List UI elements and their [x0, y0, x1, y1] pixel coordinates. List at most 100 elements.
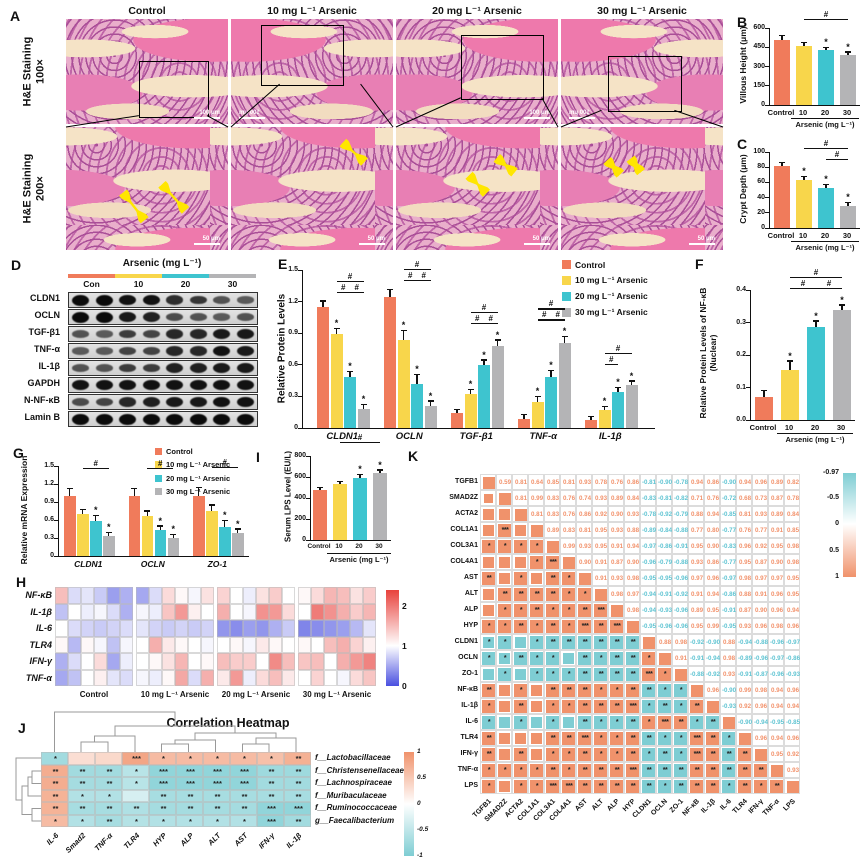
error-bar-cap: [521, 414, 527, 416]
corr-significance-star: ***: [159, 779, 168, 788]
matrix-significance-star: *: [679, 687, 683, 694]
matrix-corr-square: [514, 604, 527, 617]
matrix-cell: [496, 570, 512, 586]
significance-star: *: [846, 191, 850, 202]
error-bar-cap: [317, 486, 323, 488]
heatmap-cell: [136, 587, 149, 604]
bar: [206, 511, 218, 556]
matrix-corr-square: [577, 683, 592, 698]
corr-heatmap-cell: ***: [230, 764, 257, 777]
y-tick-mark: [54, 537, 58, 539]
heatmap-group-label: Control: [79, 690, 109, 699]
heatmap-cell: [107, 587, 120, 604]
heatmap-cell: [136, 653, 149, 670]
heatmap-cell: [68, 636, 81, 653]
matrix-corr-value: 0.84: [626, 495, 640, 502]
matrix-corr-square: [562, 572, 575, 585]
matrix-corr-square: [545, 587, 560, 602]
lane-label: Con: [83, 279, 100, 289]
matrix-corr-value: 0.86: [626, 479, 640, 486]
error-bar-cap: [561, 336, 568, 338]
matrix-corr-value: 0.94: [770, 735, 784, 742]
heatmap-cell: [188, 653, 201, 670]
matrix-cell: 0.77: [752, 522, 768, 538]
heatmap-cell: [201, 603, 214, 620]
matrix-corr-square: [625, 667, 640, 682]
bar: [90, 520, 102, 556]
matrix-corr-value: 0.92: [786, 751, 800, 758]
hash-bracket-label: #: [158, 458, 163, 468]
plot-area: * * #: [310, 433, 391, 541]
matrix-significance-star: *: [679, 703, 683, 710]
heatmap-cell: [162, 603, 175, 620]
matrix-corr-value: 0.98: [722, 655, 736, 662]
matrix-corr-value: 0.96: [754, 623, 768, 630]
corr-heatmap-cell: **: [257, 789, 284, 802]
y-tick-label: 60: [757, 178, 765, 186]
matrix-corr-square: [562, 652, 575, 665]
matrix-row-label: COL1A1: [450, 526, 478, 533]
protein-band: [72, 294, 89, 306]
matrix-cell: *: [528, 650, 544, 666]
matrix-cell: *: [576, 586, 592, 602]
hash-bracket-line: [340, 441, 380, 443]
matrix-cell: 0.95: [736, 554, 752, 570]
matrix-cell: **: [640, 730, 656, 746]
matrix-cell: 0.94: [688, 474, 704, 490]
matrix-corr-value: -0.96: [753, 655, 769, 662]
matrix-cell: 0.93: [720, 666, 736, 682]
matrix-significance-star: **: [518, 655, 524, 662]
matrix-cell: -0.96: [656, 618, 672, 634]
heatmap-cell: [350, 653, 363, 670]
protein-band: [95, 364, 113, 372]
blot-row-label: TNF-α: [33, 344, 60, 354]
matrix-cell: *: [480, 762, 496, 778]
matrix-cell: -0.94: [752, 714, 768, 730]
matrix-corr-square: [483, 525, 494, 536]
matrix-cell: 0.88: [688, 506, 704, 522]
heatmap-cell: [230, 587, 243, 604]
corr-significance-star: *: [135, 779, 138, 788]
matrix-corr-value: -0.85: [721, 511, 737, 518]
matrix-corr-square: [498, 748, 510, 760]
hash-bracket-label: #: [813, 267, 819, 277]
matrix-corr-square: [689, 699, 704, 714]
matrix-corr-value: 0.88: [722, 639, 736, 646]
matrix-corr-square: [530, 748, 543, 761]
matrix-corr-value: 0.78: [594, 479, 608, 486]
matrix-diagonal-square: [594, 588, 607, 601]
hash-bracket-label: #: [823, 139, 829, 149]
heatmap-cell: [217, 653, 230, 670]
villus-double-arrow: [490, 151, 520, 180]
matrix-corr-square: [498, 668, 511, 681]
heatmap-group-label: 30 mg L⁻¹ Arsenic: [302, 690, 372, 699]
matrix-corr-square: [513, 651, 528, 666]
matrix-corr-square: [514, 556, 527, 569]
matrix-significance-star: **: [646, 735, 652, 742]
inset-rectangle: [138, 61, 209, 118]
error-bar: [172, 535, 174, 538]
matrix-cell: 0.95: [768, 538, 784, 554]
error-bar: [319, 487, 321, 490]
corr-significance-star: *: [81, 816, 84, 826]
matrix-corr-value: 0.74: [578, 495, 592, 502]
matrix-cell: ***: [656, 714, 672, 730]
panel-letter-e: E: [278, 256, 288, 272]
corr-significance-star: **: [214, 791, 221, 801]
matrix-diagonal-square: [658, 652, 671, 665]
error-bar-cap: [801, 42, 807, 44]
matrix-significance-star: **: [614, 767, 620, 774]
matrix-corr-square: [609, 715, 623, 729]
matrix-cell: 0.71: [688, 490, 704, 506]
matrix-cell: **: [768, 778, 784, 794]
panel-i-serum-lps-chart: I * * #0 200 400 600 800 Serum LPS Level (EU/L)…: [250, 433, 400, 640]
error-bar-cap: [347, 371, 353, 373]
error-bar: [841, 305, 843, 310]
hash-bracket-line: [336, 291, 350, 293]
matrix-corr-value: 0.84: [786, 511, 800, 518]
heatmap-cell: [363, 636, 376, 653]
matrix-significance-star: **: [710, 767, 716, 774]
protein-band: [142, 363, 160, 373]
matrix-cell: [528, 730, 544, 746]
matrix-cell: 0.98: [672, 634, 688, 650]
